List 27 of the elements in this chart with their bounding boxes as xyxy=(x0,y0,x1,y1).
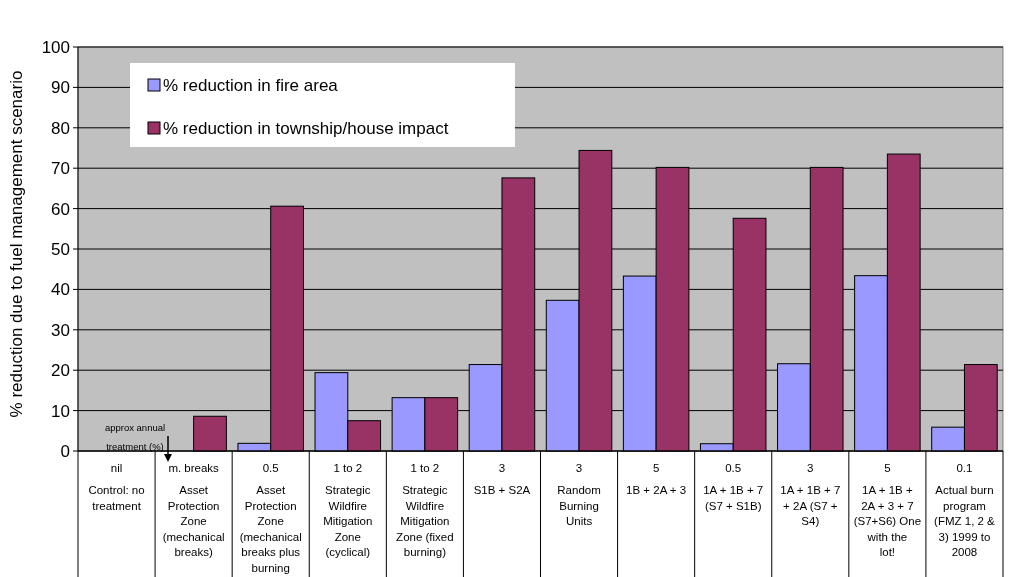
y-tick-label: 70 xyxy=(51,159,70,179)
y-tick-label: 80 xyxy=(51,118,70,138)
x-tick-label: 0.1 Actual burn program (FMZ 1, 2 & 3) 1999 to 2008 xyxy=(934,462,996,558)
legend-label: % reduction in fire area xyxy=(163,75,339,95)
x-tick-label: 1 to 2 Strategic Wildfire Mitigation Zone (fixed burning) xyxy=(396,462,454,558)
x-tick-label: 5 1A + 1B + 2A + 3 + 7 (S7+S6) One with the lot! xyxy=(853,462,922,558)
y-tick-label: 60 xyxy=(51,199,70,219)
x-tick-label: 0.5 1A + 1B + 7 (S7 + S1B) xyxy=(703,462,764,512)
x-tick-label: 3 S1B + S2A xyxy=(473,462,531,496)
y-axis-title: % reduction due to fuel management scenario xyxy=(7,70,26,418)
y-tick-label: 0 xyxy=(60,441,70,461)
y-tick-label: 100 xyxy=(41,37,70,57)
x-tick-label: 1 to 2 Strategic Wildfire Mitigation Zone (cyclical) xyxy=(323,462,373,558)
annotation: approx annual treatment (%) xyxy=(104,422,166,452)
x-tick-label: 5 1B + 2A + 3 xyxy=(626,462,687,496)
x-tick-label: 3 Random Burning Units xyxy=(557,462,601,527)
x-tick-label: nil Control: no treatment xyxy=(88,462,145,512)
y-tick-label: 30 xyxy=(51,320,70,340)
x-tick-label: m. breaks Asset Protection Zone (mechanical breaks) xyxy=(162,462,225,558)
y-tick-label: 40 xyxy=(51,280,70,300)
y-tick-label: 50 xyxy=(51,239,70,259)
y-tick-label: 10 xyxy=(51,401,70,421)
x-tick-label: 3 1A + 1B + 7 + 2A (S7 + S4) xyxy=(780,462,841,527)
y-tick-label: 20 xyxy=(51,361,70,381)
legend-label: % reduction in township/house impact xyxy=(163,118,449,138)
x-tick-label: 0.5 Asset Protection Zone (mechanical breaks plus burning xyxy=(239,462,302,574)
y-tick-label: 90 xyxy=(51,78,70,98)
